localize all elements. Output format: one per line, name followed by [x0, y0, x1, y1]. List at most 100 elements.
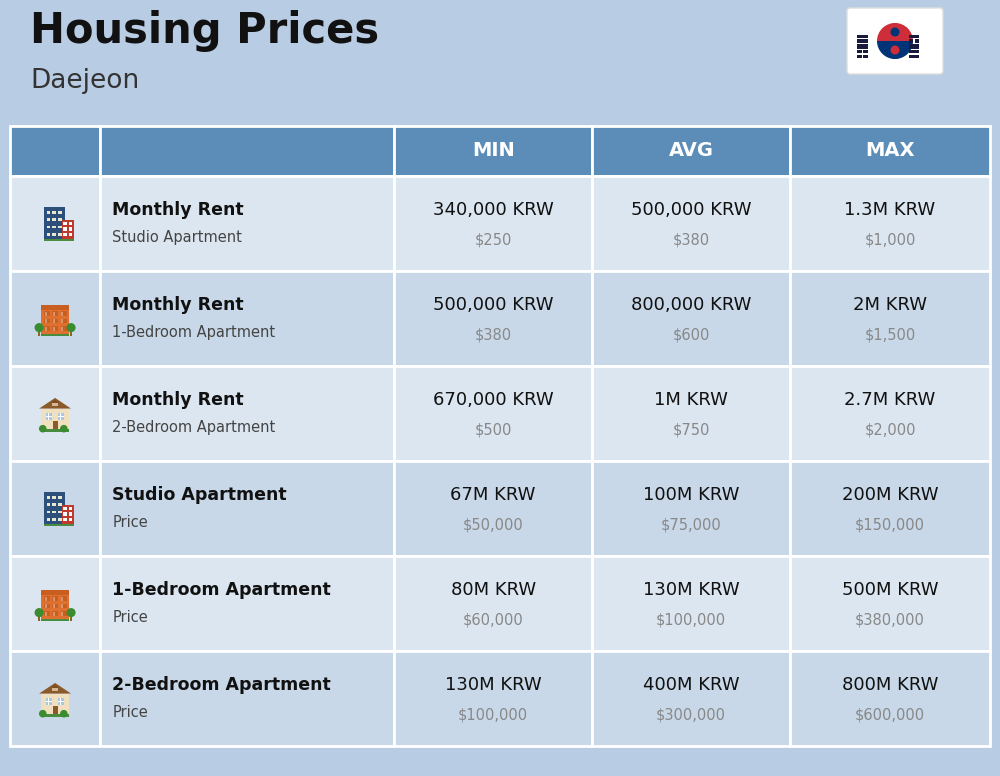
Bar [53, 312, 55, 316]
Bar [100, 556, 394, 651]
Text: 200M KRW: 200M KRW [842, 487, 938, 504]
Bar [58, 504, 62, 507]
Bar [63, 227, 67, 230]
Bar [52, 497, 56, 499]
Bar [857, 45, 868, 49]
Bar [41, 619, 69, 622]
Bar [908, 55, 919, 58]
Bar [52, 611, 58, 616]
Text: $600,000: $600,000 [855, 707, 925, 722]
Bar [61, 319, 63, 323]
Text: AVG: AVG [669, 141, 714, 161]
Bar [58, 511, 62, 514]
Text: Monthly Rent: Monthly Rent [112, 296, 244, 314]
Text: $600: $600 [672, 327, 710, 342]
Bar [58, 518, 62, 521]
Bar [69, 507, 72, 511]
Bar [45, 597, 47, 601]
Bar [100, 366, 394, 461]
Bar [44, 240, 65, 241]
Text: 1-Bedroom Apartment: 1-Bedroom Apartment [112, 325, 275, 340]
Bar [857, 40, 868, 43]
Bar [790, 126, 990, 176]
Bar [63, 233, 67, 236]
Text: MAX: MAX [865, 141, 915, 161]
Bar [52, 311, 58, 316]
Bar [857, 44, 868, 47]
Text: 500,000 KRW: 500,000 KRW [433, 296, 553, 314]
Bar [41, 715, 69, 717]
Bar [52, 504, 56, 507]
Polygon shape [39, 398, 71, 408]
Text: 100M KRW: 100M KRW [643, 487, 739, 504]
Text: 500M KRW: 500M KRW [842, 581, 938, 599]
Bar [863, 50, 868, 54]
Bar [908, 50, 919, 54]
Bar [70, 329, 72, 336]
Bar [61, 611, 67, 616]
Bar [58, 497, 62, 499]
Bar [44, 326, 50, 331]
Bar [70, 614, 72, 622]
Bar [47, 219, 50, 221]
Text: 1.3M KRW: 1.3M KRW [844, 201, 936, 219]
Bar [45, 327, 47, 331]
Bar [52, 688, 58, 691]
Bar [63, 518, 67, 521]
Bar [10, 126, 100, 176]
Text: 800,000 KRW: 800,000 KRW [631, 296, 751, 314]
Bar [100, 271, 394, 366]
Bar [592, 366, 790, 461]
Text: $1,000: $1,000 [864, 232, 916, 247]
Bar [790, 271, 990, 366]
Text: Price: Price [112, 610, 148, 625]
Bar [41, 590, 69, 595]
Bar [69, 518, 72, 521]
Bar [53, 421, 58, 429]
Circle shape [886, 23, 904, 41]
Bar [58, 413, 64, 420]
Bar [61, 326, 67, 331]
Bar [394, 651, 592, 746]
Bar [10, 176, 100, 271]
Bar [61, 604, 67, 608]
Bar [45, 319, 47, 323]
Bar [58, 226, 62, 228]
Text: Price: Price [112, 705, 148, 720]
Text: $2,000: $2,000 [864, 422, 916, 437]
Text: $380: $380 [475, 327, 512, 342]
Wedge shape [877, 41, 913, 59]
Text: 2-Bedroom Apartment: 2-Bedroom Apartment [112, 421, 275, 435]
Bar [58, 233, 62, 236]
Text: 2-Bedroom Apartment: 2-Bedroom Apartment [112, 676, 331, 695]
Bar [394, 556, 592, 651]
Bar [63, 507, 67, 511]
Bar [44, 319, 50, 324]
Text: $380: $380 [673, 232, 710, 247]
Bar [45, 605, 47, 608]
Bar [592, 176, 790, 271]
Bar [41, 429, 69, 431]
Bar [100, 126, 394, 176]
Text: Price: Price [112, 515, 148, 530]
Bar [44, 596, 50, 601]
Bar [908, 44, 919, 47]
Polygon shape [51, 400, 59, 403]
Text: 400M KRW: 400M KRW [643, 676, 739, 695]
Circle shape [39, 425, 47, 432]
Text: Monthly Rent: Monthly Rent [112, 391, 244, 409]
Bar [61, 311, 67, 316]
Text: Monthly Rent: Monthly Rent [112, 201, 244, 219]
Text: $50,000: $50,000 [463, 517, 524, 532]
Wedge shape [877, 23, 913, 41]
Text: 1-Bedroom Apartment: 1-Bedroom Apartment [112, 581, 331, 599]
Text: 2.7M KRW: 2.7M KRW [844, 391, 936, 409]
Text: 130M KRW: 130M KRW [445, 676, 541, 695]
Bar [908, 45, 919, 49]
Bar [790, 556, 990, 651]
Bar [908, 35, 919, 38]
Bar [44, 611, 50, 616]
Polygon shape [39, 683, 71, 694]
Bar [41, 334, 69, 336]
Bar [52, 596, 58, 601]
